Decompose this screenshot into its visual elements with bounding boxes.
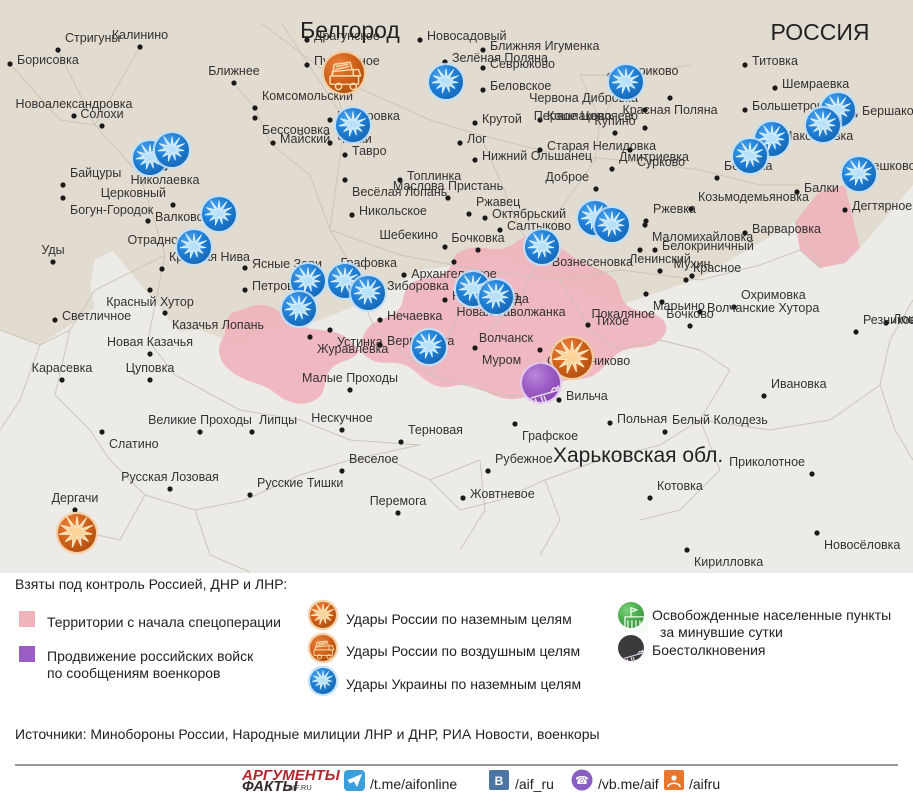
- svg-text:Территории с начала спецоперац: Территории с начала спецоперации: [47, 614, 281, 630]
- svg-text:Муром: Муром: [482, 353, 521, 367]
- svg-text:Дегтярное: Дегтярное: [852, 199, 912, 213]
- svg-text:Русская Лозовая: Русская Лозовая: [121, 470, 219, 484]
- svg-text:Тавро: Тавро: [352, 144, 387, 158]
- svg-text:Резниково: Резниково: [863, 313, 913, 327]
- svg-text:Старая Нелидовка: Старая Нелидовка: [547, 139, 656, 153]
- svg-text:Покаляное: Покаляное: [591, 307, 655, 321]
- svg-text:Первое Цепляево: Первое Цепляево: [534, 109, 638, 123]
- svg-text:Карасевка: Карасевка: [32, 361, 93, 375]
- svg-text:Николаевка: Николаевка: [131, 173, 200, 187]
- svg-text:Малые Проходы: Малые Проходы: [302, 371, 398, 385]
- svg-text:Удары России по наземным целям: Удары России по наземным целям: [346, 611, 572, 627]
- svg-text:Светличное: Светличное: [62, 309, 131, 323]
- svg-text:Шебекино: Шебекино: [379, 228, 438, 242]
- svg-text:по сообщениям военкоров: по сообщениям военкоров: [47, 665, 220, 681]
- svg-text:Майский: Майский: [280, 132, 330, 146]
- svg-text:Липцы: Липцы: [259, 413, 297, 427]
- svg-text:Белый Колодезь: Белый Колодезь: [672, 413, 768, 427]
- svg-text:Церковный: Церковный: [101, 186, 166, 200]
- svg-text:Сурково: Сурково: [637, 155, 685, 169]
- svg-text:Вильча: Вильча: [566, 389, 608, 403]
- svg-text:Ближнее: Ближнее: [208, 64, 260, 78]
- svg-text:Удары России по воздушным целя: Удары России по воздушным целям: [346, 643, 580, 659]
- svg-text:Устинка: Устинка: [337, 335, 383, 349]
- svg-text:Вознесеновка: Вознесеновка: [552, 255, 633, 269]
- svg-text:Удары Украины по наземным целя: Удары Украины по наземным целям: [346, 676, 581, 692]
- svg-text:Титовка: Титовка: [752, 54, 798, 68]
- svg-text:Зиборовка: Зиборовка: [387, 279, 449, 293]
- svg-text:Польная: Польная: [617, 412, 667, 426]
- svg-text:Варваровка: Варваровка: [752, 222, 821, 236]
- svg-text:Охримовка: Охримовка: [741, 288, 806, 302]
- svg-text:Севрюково: Севрюково: [490, 57, 555, 71]
- svg-text:Красное: Красное: [693, 261, 741, 275]
- svg-text:Слатино: Слатино: [109, 437, 159, 451]
- svg-text:Ивановка: Ивановка: [771, 377, 827, 391]
- svg-text:Октябрьский: Октябрьский: [492, 207, 566, 221]
- svg-text:РОССИЯ: РОССИЯ: [770, 19, 869, 45]
- svg-text:/t.me/aifonline: /t.me/aifonline: [370, 776, 457, 792]
- svg-text:Калинино: Калинино: [112, 28, 168, 42]
- svg-text:Жовтневое: Жовтневое: [470, 487, 535, 501]
- svg-text:Шемраевка: Шемраевка: [782, 77, 849, 91]
- svg-text:Ржавец: Ржавец: [476, 195, 520, 209]
- svg-text:Казачья Лопань: Казачья Лопань: [172, 318, 264, 332]
- svg-text:☎: ☎: [575, 775, 589, 787]
- svg-text:Источники: Минобороны России,: Источники: Минобороны России, Народные м…: [15, 726, 600, 742]
- svg-text:Котовка: Котовка: [657, 479, 703, 493]
- svg-text:Крутой: Крутой: [482, 112, 522, 126]
- svg-text:Дергачи: Дергачи: [52, 491, 99, 505]
- svg-text:Красный Хутор: Красный Хутор: [106, 295, 194, 309]
- svg-text:Нечаевка: Нечаевка: [387, 309, 442, 323]
- svg-text:Волчанские Хутора: Волчанские Хутора: [707, 301, 819, 315]
- svg-text:AIF.RU: AIF.RU: [288, 783, 312, 792]
- svg-text:Взяты под контроль Россией, ДН: Взяты под контроль Россией, ДНР и ЛНР:: [15, 576, 287, 592]
- svg-text:Веселое: Веселое: [349, 452, 398, 466]
- svg-text:Новая Казачья: Новая Казачья: [107, 335, 193, 349]
- svg-text:Солохи: Солохи: [80, 107, 123, 121]
- svg-text:за минувшие сутки: за минувшие сутки: [660, 624, 783, 640]
- svg-text:Приколотное: Приколотное: [729, 455, 805, 469]
- svg-text:Богун-Городок: Богун-Городок: [70, 203, 154, 217]
- svg-text:Волчанск: Волчанск: [479, 331, 534, 345]
- svg-text:Цуповка: Цуповка: [126, 361, 175, 375]
- svg-text:Харьковская обл.: Харьковская обл.: [553, 444, 723, 467]
- svg-text:Лог: Лог: [467, 132, 487, 146]
- svg-text:Перемога: Перемога: [370, 494, 427, 508]
- svg-text:Борисовка: Борисовка: [17, 53, 79, 67]
- svg-text:/vb.me/aif: /vb.me/aif: [598, 776, 659, 792]
- svg-text:Никольское: Никольское: [359, 204, 427, 218]
- svg-text:Новосёловка: Новосёловка: [824, 538, 900, 552]
- svg-text:/aifru: /aifru: [689, 776, 720, 792]
- svg-text:Нескучное: Нескучное: [311, 411, 372, 425]
- svg-text:Балки: Балки: [804, 181, 839, 195]
- svg-text:Ближняя Игуменка: Ближняя Игуменка: [490, 39, 599, 53]
- svg-text:Байцуры: Байцуры: [70, 166, 121, 180]
- svg-text:Кирилловка: Кирилловка: [694, 555, 763, 569]
- svg-text:Русские Тишки: Русские Тишки: [257, 476, 343, 490]
- svg-text:Белокриничный: Белокриничный: [662, 239, 754, 253]
- svg-text:Рубежное: Рубежное: [495, 452, 553, 466]
- svg-text:Доброе: Доброе: [545, 170, 589, 184]
- svg-text:Графское: Графское: [522, 429, 578, 443]
- svg-text:Продвижение российских войск: Продвижение российских войск: [47, 648, 254, 664]
- svg-text:Терновая: Терновая: [408, 423, 463, 437]
- svg-text:Бочковка: Бочковка: [451, 231, 504, 245]
- svg-text:B: B: [495, 774, 504, 788]
- svg-text:Боестолкновения: Боестолкновения: [652, 642, 766, 658]
- svg-text:Белгород: Белгород: [300, 17, 400, 43]
- svg-text:Бершаково: Бершаково: [862, 104, 913, 118]
- svg-text:Топлинка: Топлинка: [407, 169, 461, 183]
- svg-text:/aif_ru: /aif_ru: [515, 776, 554, 792]
- svg-text:Освобожденные населенные пункт: Освобожденные населенные пункты: [652, 607, 891, 623]
- svg-text:Козьмодемьяновка: Козьмодемьяновка: [698, 190, 809, 204]
- svg-text:Уды: Уды: [41, 243, 64, 257]
- svg-text:Великие Проходы: Великие Проходы: [148, 413, 252, 427]
